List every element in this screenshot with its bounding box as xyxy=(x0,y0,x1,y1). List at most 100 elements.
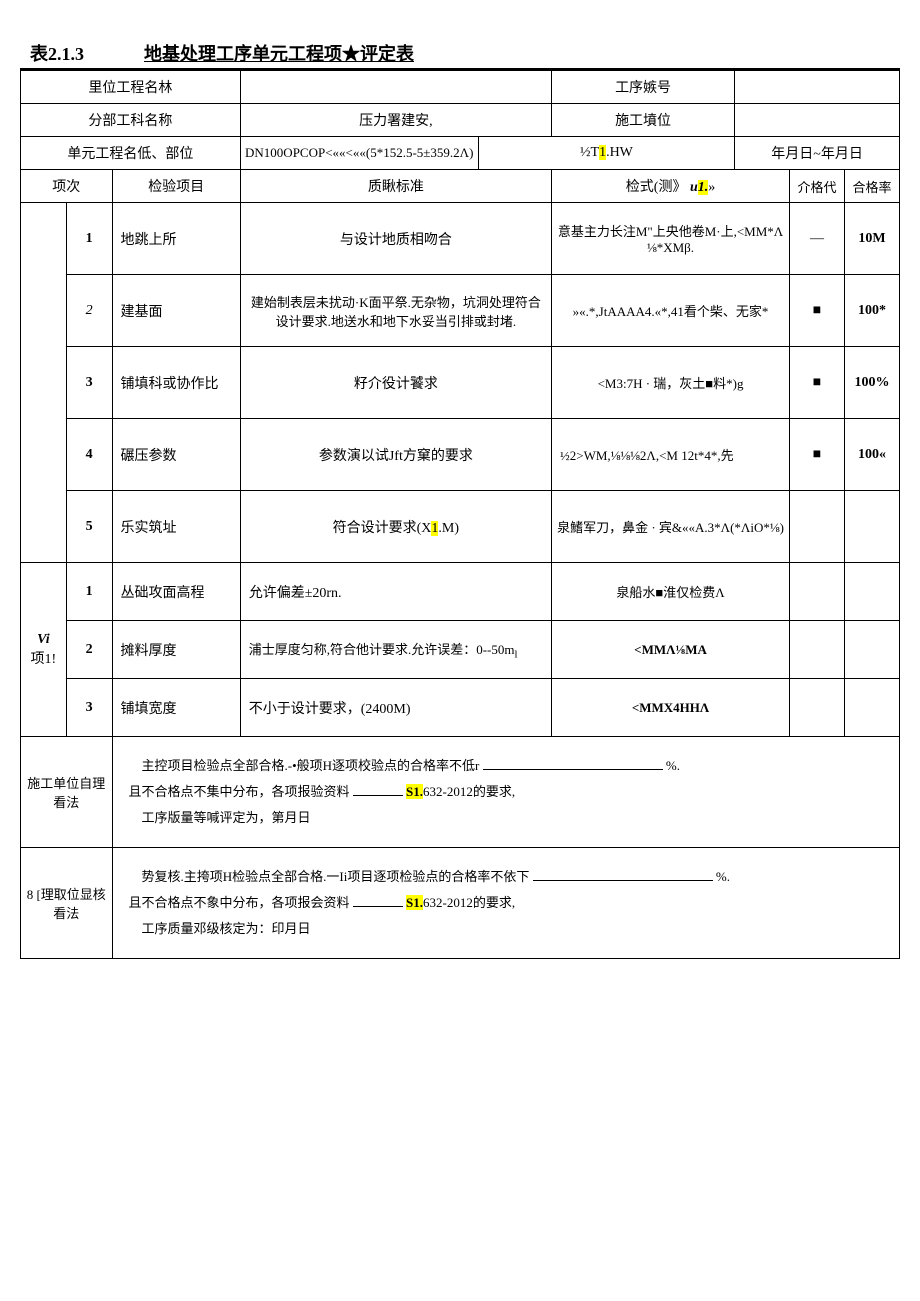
table-row: 3 铺填科或协作比 籽介役计饕求 <M3:7H · 瑞，灰土■料*)g ■ 10… xyxy=(21,347,900,419)
row-num: 3 xyxy=(66,347,112,419)
row-pass xyxy=(790,491,845,563)
op2-l1a: 势复核.主挎项H检验点全部合格.一Ii项目逐项检验点的合格率不依下 xyxy=(142,869,530,884)
row-rate: 100% xyxy=(844,347,899,419)
row-item: 乐实筑址 xyxy=(112,491,240,563)
row-num: 3 xyxy=(66,679,112,737)
row-pass xyxy=(790,679,845,737)
row-std: 与设计地质相吻合 xyxy=(240,203,551,275)
row-rate xyxy=(844,679,899,737)
row-std: 参数演以试Jft方窠的要求 xyxy=(240,419,551,491)
row-chk: 泉船水■淮仅检费Λ xyxy=(552,563,790,621)
op1-l2b: 632-2012的要求, xyxy=(423,784,515,799)
op2-l2a: 且不合格点不象中分布，各项报会资料 xyxy=(129,895,350,910)
row-chk: <M3:7H · 瑞，灰土■料*)g xyxy=(552,347,790,419)
op1-line2: 且不合格点不集中分布，各项报验资料 S1.632-2012的要求, xyxy=(129,779,883,805)
unit-label: 施工墳位 xyxy=(552,104,735,137)
row-rate xyxy=(844,491,899,563)
blank-line xyxy=(533,880,713,881)
col-pass: 介格代 xyxy=(790,170,845,203)
op1-line1: 主控项目检验点全部合格.-•般项H逐项校验点的合格率不低r %. xyxy=(129,753,883,779)
op1-l1b: %. xyxy=(666,758,680,773)
table-number: 表2.1.3 xyxy=(30,40,84,66)
std-a: 符合设计要求(X xyxy=(333,521,432,536)
g2-a: Vi xyxy=(37,632,49,647)
head-row-3: 单元工程名低、部位 DN100OPCOP<««<««(5*152.5-5±359… xyxy=(21,137,900,170)
col-item: 检验项目 xyxy=(112,170,240,203)
row-rate: 100* xyxy=(844,275,899,347)
op2-l2b: 632-2012的要求, xyxy=(423,895,515,910)
opinion1-label: 施工单位自理看法 xyxy=(21,737,113,848)
row-chk: »«.*,JtAAAA4.«*,41看个柴、无家* xyxy=(552,275,790,347)
head-row-2: 分部工科名称 压力署建安, 施工墳位 xyxy=(21,104,900,137)
row-pass: ■ xyxy=(790,419,845,491)
unit-value xyxy=(735,104,900,137)
row-item: 铺填科或协作比 xyxy=(112,347,240,419)
g2-b: 项1! xyxy=(31,652,57,667)
title-row: 表2.1.3 地基处理工序单元工程项★评定表 xyxy=(20,40,900,70)
element-label: 单元工程名低、部位 xyxy=(21,137,241,170)
opinion2-body: 势复核.主挎项H检验点全部合格.一Ii项目逐项检验点的合格率不依下 %. 且不合… xyxy=(112,848,899,959)
row-num: 5 xyxy=(66,491,112,563)
col-header: 项次 检验项目 质瞅标准 检式(测》 u1.» 介格代 合格率 xyxy=(21,170,900,203)
row-item: 碾压参数 xyxy=(112,419,240,491)
table-row: 2 摊料厚度 浦士厚度匀称,符合他计要求.允许误差：0--50ml <MMΛ⅛M… xyxy=(21,621,900,679)
opinion2-label: 8 [理取位显核 看法 xyxy=(21,848,113,959)
row-std: 浦士厚度匀称,符合他计要求.允许误差：0--50ml xyxy=(240,621,551,679)
col-check: 检式(测》 u1.» xyxy=(552,170,790,203)
row-std: 允许偏差±20rn. xyxy=(240,563,551,621)
unit-project-label: 里位工程名林 xyxy=(21,71,241,104)
col-check-b: » xyxy=(708,180,715,195)
subproject-value: 压力署建安, xyxy=(240,104,551,137)
table-row: Vi 项1! 1 丛础攻面高程 允许偏差±20rn. 泉船水■淮仅检费Λ xyxy=(21,563,900,621)
row-item: 建基面 xyxy=(112,275,240,347)
op2-line1: 势复核.主挎项H检验点全部合格.一Ii项目逐项检验点的合格率不依下 %. xyxy=(129,864,883,890)
op2-hl: S1. xyxy=(406,895,423,910)
opinion-row-1: 施工单位自理看法 主控项目检验点全部合格.-•般项H逐项校验点的合格率不低r %… xyxy=(21,737,900,848)
row-chk: 泉鰭军刀，鼻金 · 宾&««A.3*Λ(*ΛiO*⅛) xyxy=(552,491,790,563)
row-pass: ■ xyxy=(790,347,845,419)
row-item: 铺填宽度 xyxy=(112,679,240,737)
subproject-label: 分部工科名称 xyxy=(21,104,241,137)
row-pass xyxy=(790,563,845,621)
op1-line3: 工序版量等喊评定为，第月日 xyxy=(129,805,883,831)
code-b: .HW xyxy=(606,145,633,160)
table-row: 2 建基面 建始制表层未扰动·K面平祭.无杂物，坑洞处理符合设计要求.地送水和地… xyxy=(21,275,900,347)
row-num: 2 xyxy=(66,621,112,679)
blank-line xyxy=(483,769,663,770)
table-row: 1 地跳上所 与设计地质相吻合 意基主力长注M"上央他卷M·上,<MM*Λ⅛*X… xyxy=(21,203,900,275)
col-check-i: u xyxy=(690,180,698,195)
blank-short xyxy=(353,906,403,907)
element-value: DN100OPCOP<««<««(5*152.5-5±359.2Λ) xyxy=(240,137,478,170)
op2-line3: 工序质量邓级核定为：印月日 xyxy=(129,916,883,942)
seq-value xyxy=(735,71,900,104)
row-num: 1 xyxy=(66,203,112,275)
row-std: 不小于设计要求，(2400M) xyxy=(240,679,551,737)
op2-l3: 工序质量邓级核定为：印月日 xyxy=(142,921,311,936)
row-rate: 100« xyxy=(844,419,899,491)
row-num: 1 xyxy=(66,563,112,621)
group2-label: Vi 项1! xyxy=(21,563,67,737)
row-chk: <MMΛ⅛MA xyxy=(552,621,790,679)
row-pass: — xyxy=(790,203,845,275)
row-std: 符合设计要求(X1.M) xyxy=(240,491,551,563)
unit-project-value xyxy=(240,71,551,104)
op1-l1a: 主控项目检验点全部合格.-•般项H逐项校验点的合格率不低r xyxy=(142,758,480,773)
op1-l3: 工序版量等喊评定为，第月日 xyxy=(142,810,311,825)
row-rate: 10M xyxy=(844,203,899,275)
op2-line2: 且不合格点不象中分布，各项报会资料 S1.632-2012的要求, xyxy=(129,890,883,916)
row-num: 2 xyxy=(66,275,112,347)
row-rate xyxy=(844,563,899,621)
date-range: 年月日~年月日 xyxy=(735,137,900,170)
op2-la: 8 [理取位显核 xyxy=(27,887,106,902)
row-std: 建始制表层未扰动·K面平祭.无杂物，坑洞处理符合设计要求.地送水和地下水妥当引排… xyxy=(240,275,551,347)
row-item: 丛础攻面高程 xyxy=(112,563,240,621)
op1-l2a: 且不合格点不集中分布，各项报验资料 xyxy=(129,784,350,799)
opinion1-body: 主控项目检验点全部合格.-•般项H逐项校验点的合格率不低r %. 且不合格点不集… xyxy=(112,737,899,848)
seq-label: 工序嫉号 xyxy=(552,71,735,104)
row-chk: <MMX4HHΛ xyxy=(552,679,790,737)
col-std: 质瞅标准 xyxy=(240,170,551,203)
row-chk: 意基主力长注M"上央他卷M·上,<MM*Λ⅛*XMβ. xyxy=(552,203,790,275)
row-pass: ■ xyxy=(790,275,845,347)
title-text: 地基处理工序单元工程项★评定表 xyxy=(144,40,414,66)
col-seq: 项次 xyxy=(21,170,113,203)
